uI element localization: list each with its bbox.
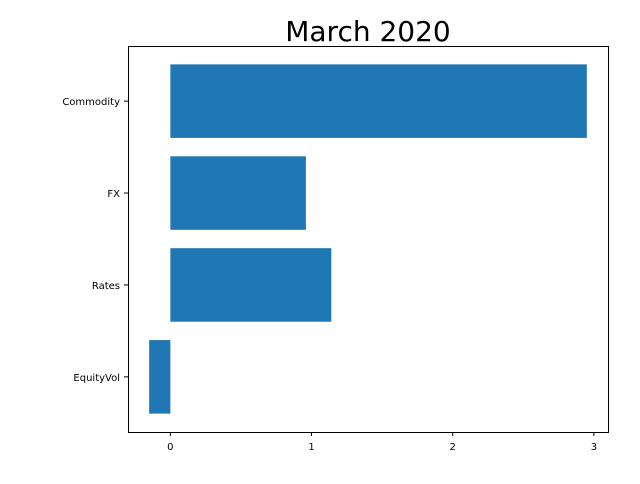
bar-rates [170, 248, 332, 322]
y-tick-label: Rates [92, 281, 120, 292]
y-tick-label: EquityVol [73, 373, 120, 384]
x-tick-label: 0 [167, 442, 173, 453]
plot-frame [128, 46, 609, 433]
x-axis: 0 1 2 3 [167, 432, 597, 453]
bars-layer [149, 64, 587, 414]
bar-equityvol [149, 340, 171, 414]
bar-fx [170, 156, 306, 230]
x-tick-label: 1 [308, 442, 314, 453]
bar-commodity [170, 64, 587, 138]
y-tick-label: FX [107, 189, 120, 200]
x-tick-label: 2 [450, 442, 456, 453]
chart-title: March 2020 [285, 15, 451, 48]
y-tick-label: Commodity [62, 97, 120, 108]
y-axis: EquityVol Rates FX Commodity [62, 97, 128, 384]
x-tick-label: 3 [591, 442, 597, 453]
